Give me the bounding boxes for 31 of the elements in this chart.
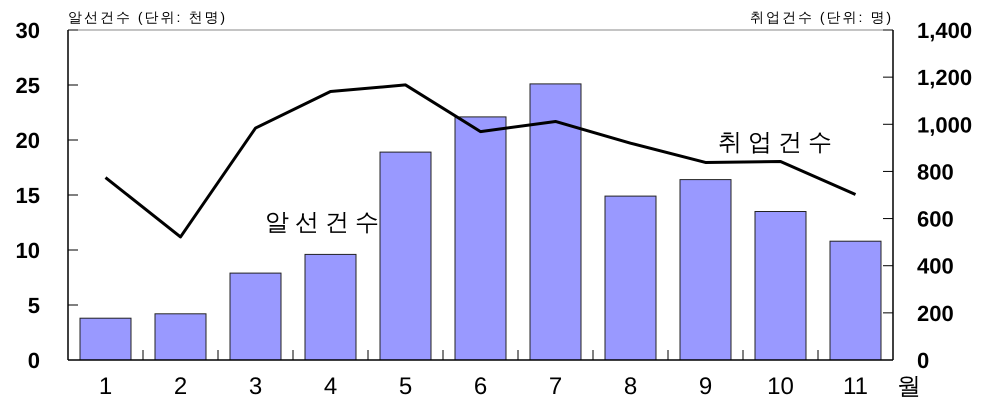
x-tick-label: 6	[474, 373, 488, 400]
x-tick-label: 4	[324, 373, 338, 400]
series-label: 취업건수	[718, 129, 838, 156]
x-tick-label: 8	[624, 373, 638, 400]
y2-tick-label: 800	[917, 159, 954, 184]
y-tick-label: 15	[16, 183, 40, 208]
x-tick-label: 7	[548, 373, 562, 400]
y2-axis-title: 취업건수 (단위: 명)	[750, 9, 893, 25]
y2-tick-label: 400	[917, 254, 954, 279]
y2-tick-label: 0	[917, 348, 930, 373]
x-axis-title: 월	[897, 373, 921, 400]
y-tick-label: 0	[28, 348, 40, 373]
y2-tick-label: 200	[917, 300, 954, 326]
y-axis-title: 알선건수 (단위: 천명)	[68, 9, 227, 25]
x-tick-label: 2	[174, 373, 188, 400]
x-tick-label: 1	[98, 373, 112, 400]
y2-tick-label: 1,000	[917, 112, 972, 138]
x-tick-label: 3	[248, 373, 262, 400]
y-tick-label: 10	[16, 238, 40, 263]
y2-tick-label: 1,200	[917, 65, 972, 90]
series-label: 알선건수	[265, 209, 385, 236]
y2-tick-label: 1,400	[917, 18, 972, 43]
x-tick-label: 11	[843, 373, 868, 400]
y-tick-label: 30	[16, 18, 40, 43]
y2-tick-label: 600	[917, 206, 954, 232]
x-tick-label: 9	[698, 373, 712, 400]
x-tick-label: 5	[398, 373, 412, 400]
y-tick-label: 20	[16, 128, 40, 153]
y-tick-label: 5	[28, 293, 40, 318]
y-tick-label: 25	[16, 73, 40, 98]
x-tick-label: 10	[767, 373, 794, 400]
